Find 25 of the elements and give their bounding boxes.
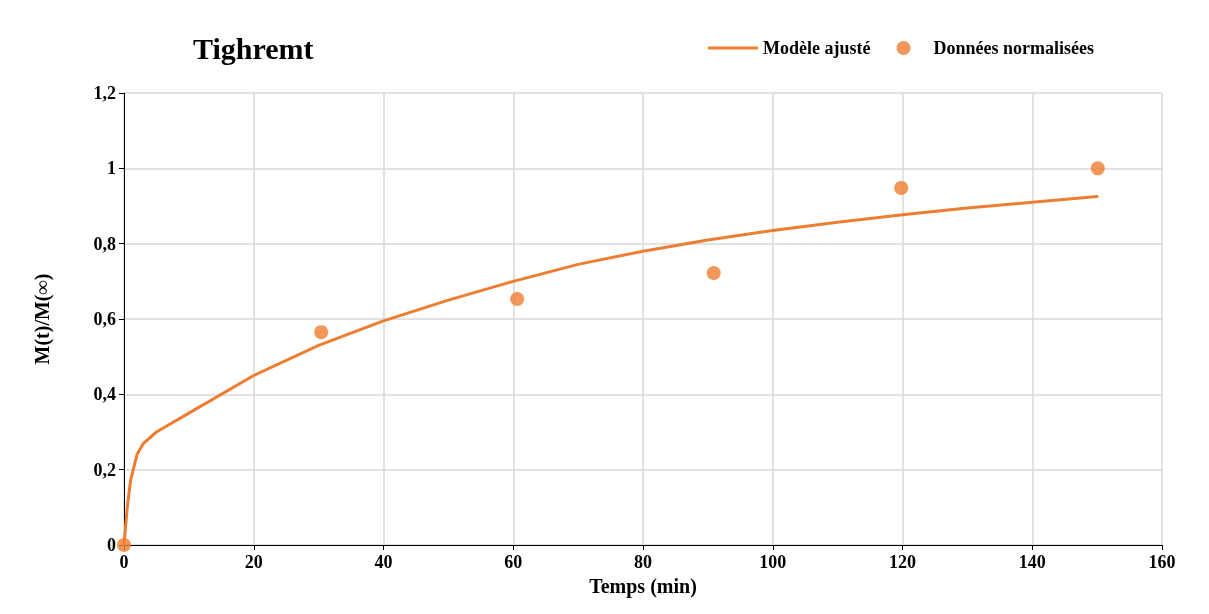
- y-tick-label: 1,2: [93, 83, 116, 103]
- point: [314, 325, 329, 340]
- y-axis-title: M(t)/M(∞): [31, 273, 54, 365]
- x-tick-label: 60: [504, 552, 523, 572]
- y-tick-label: 0,8: [93, 233, 116, 254]
- x-tick-label: 160: [1148, 552, 1176, 572]
- x-tick-label: 20: [244, 552, 263, 572]
- x-tick-label: 100: [759, 552, 787, 572]
- y-tick-label: 0,2: [93, 459, 116, 480]
- x-tick-label: 140: [1018, 552, 1046, 572]
- point: [510, 292, 525, 307]
- chart-title: Tighremt: [193, 31, 314, 65]
- x-tick-label: 80: [634, 552, 652, 572]
- legend-label: Données normalisées: [933, 38, 1095, 58]
- legend-label: Modèle ajusté: [763, 38, 871, 58]
- point: [1090, 161, 1105, 176]
- point: [894, 180, 909, 195]
- y-tick-label: 0: [107, 535, 116, 555]
- x-axis-title: Temps (min): [589, 574, 697, 598]
- y-tick-label: 0,4: [93, 384, 116, 405]
- x-tick-label: 40: [374, 552, 393, 572]
- y-tick-label: 1: [107, 158, 116, 179]
- y-tick-label: 0,6: [93, 309, 116, 329]
- point: [706, 266, 721, 281]
- x-tick-label: 120: [889, 552, 916, 572]
